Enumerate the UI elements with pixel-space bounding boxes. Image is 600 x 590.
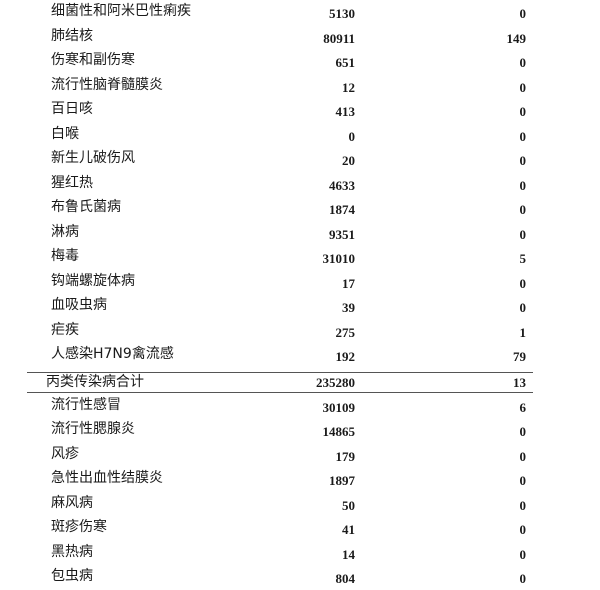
disease-name: 包虫病: [51, 568, 93, 584]
case-count: 9351: [329, 226, 355, 242]
disease-name: 白喉: [51, 125, 79, 142]
table-row: 黑热病 14 0: [0, 541, 600, 566]
table-row: 急性出血性结膜炎 1897 0: [0, 467, 600, 492]
case-count: 4633: [329, 177, 355, 193]
death-count: 0: [519, 202, 527, 217]
total-label: 丙类传染病合计: [46, 373, 144, 390]
table-row: 麻风病 50 0: [0, 492, 600, 517]
table-row: 流行性脑脊髓膜炎 12 0: [0, 74, 600, 99]
case-count: 179: [335, 448, 356, 464]
death-count: 0: [519, 104, 527, 119]
death-count: 0: [519, 424, 527, 439]
table-row: 包虫病 804 0: [0, 565, 600, 590]
case-count: 20: [342, 153, 355, 168]
table-row: 流行性感冒 30109 6: [0, 394, 600, 419]
table-row: 淋病 9351 0: [0, 221, 600, 246]
table-row: 白喉 0 0: [0, 123, 600, 148]
case-count: 275: [335, 324, 356, 340]
disease-name: 急性出血性结膜炎: [51, 470, 163, 486]
table-row: 血吸虫病 39 0: [0, 294, 600, 319]
table-row: 伤寒和副伤寒 651 0: [0, 49, 600, 74]
disease-name: 流行性脑脊髓膜炎: [51, 76, 163, 93]
case-count: 41: [342, 522, 355, 537]
table-body-class-b: 细菌性和阿米巴性痢疾 5130 0 肺结核 80911 149 伤寒和副伤寒 651 0 流行性脑…: [0, 0, 600, 368]
case-count: 413: [335, 104, 356, 119]
death-count: 0: [519, 153, 527, 168]
disease-name: 流行性感冒: [51, 396, 121, 413]
death-count: 0: [519, 497, 527, 513]
case-count: 14: [342, 546, 355, 562]
table-row: 百日咳 413 0: [0, 98, 600, 123]
disease-name: 黑热病: [51, 543, 93, 560]
table-row: 风疹 179 0: [0, 443, 600, 468]
disease-name: 梅毒: [51, 248, 79, 264]
disease-name: 细菌性和阿米巴性痢疾: [51, 3, 191, 19]
table-row: 人感染H7N9禽流感 192 79: [0, 343, 600, 368]
death-count: 6: [519, 399, 527, 415]
table-row: 流行性腮腺炎 14865 0: [0, 418, 600, 443]
case-count: 39: [342, 300, 355, 315]
case-count: 651: [335, 55, 356, 70]
death-count: 0: [519, 55, 527, 70]
death-count: 0: [519, 226, 527, 242]
table-row: 斑疹伤寒 41 0: [0, 516, 600, 541]
table-body-class-c: 流行性感冒 30109 6 流行性腮腺炎 14865 0 风疹 179 0 急性出血性结膜炎 189…: [0, 394, 600, 590]
death-count: 0: [519, 300, 527, 315]
death-count: 0: [519, 177, 527, 193]
table-row: 钩端螺旋体病 17 0: [0, 270, 600, 295]
table-row: 猩红热 4633 0: [0, 172, 600, 197]
case-count: 17: [342, 275, 355, 291]
disease-name: 肺结核: [51, 27, 93, 44]
case-count: 804: [335, 571, 356, 586]
table-row: 肺结核 80911 149: [0, 25, 600, 50]
total-cases: 235280: [316, 374, 355, 390]
death-count: 1: [519, 324, 527, 340]
case-count: 5130: [329, 6, 355, 21]
table-row: 疟疾 275 1: [0, 319, 600, 344]
table-row: 布鲁氏菌病 1874 0: [0, 196, 600, 221]
death-count: 0: [519, 448, 527, 464]
case-count: 0: [348, 128, 356, 144]
disease-name: 人感染H7N9禽流感: [51, 346, 174, 362]
case-count: 80911: [323, 30, 355, 46]
death-count: 79: [513, 349, 526, 364]
table-row: 细菌性和阿米巴性痢疾 5130 0: [0, 0, 600, 25]
death-count: 0: [519, 522, 527, 537]
disease-name: 斑疹伤寒: [51, 519, 107, 535]
disease-name: 淋病: [51, 223, 79, 240]
disease-name: 风疹: [51, 445, 79, 462]
table-row: 新生儿破伤风 20 0: [0, 147, 600, 172]
case-count: 1897: [329, 473, 355, 488]
case-count: 192: [335, 349, 356, 364]
case-count: 50: [342, 497, 355, 513]
disease-name: 新生儿破伤风: [51, 150, 135, 166]
death-count: 149: [506, 30, 527, 46]
disease-name: 血吸虫病: [51, 297, 107, 313]
death-count: 0: [519, 275, 527, 291]
disease-name: 流行性腮腺炎: [51, 421, 135, 437]
table-row: 梅毒 31010 5: [0, 245, 600, 270]
disease-name: 疟疾: [51, 321, 79, 338]
disease-name: 猩红热: [51, 174, 93, 191]
death-count: 0: [519, 473, 527, 488]
death-count: 0: [519, 571, 527, 586]
total-deaths: 13: [513, 374, 526, 390]
disease-name: 伤寒和副伤寒: [51, 52, 135, 68]
disease-name: 麻风病: [51, 494, 93, 511]
death-count: 5: [519, 251, 527, 266]
death-count: 0: [519, 6, 527, 21]
total-row-class-c: 丙类传染病合计 235280 13: [27, 371, 533, 393]
disease-name: 钩端螺旋体病: [51, 272, 135, 289]
case-count: 1874: [329, 202, 355, 217]
death-count: 0: [519, 128, 527, 144]
case-count: 12: [342, 79, 355, 95]
death-count: 0: [519, 546, 527, 562]
case-count: 14865: [322, 424, 356, 439]
case-count: 31010: [322, 251, 356, 266]
death-count: 0: [519, 79, 527, 95]
disease-name: 布鲁氏菌病: [51, 199, 121, 215]
disease-name: 百日咳: [51, 101, 93, 117]
case-count: 30109: [322, 399, 356, 415]
